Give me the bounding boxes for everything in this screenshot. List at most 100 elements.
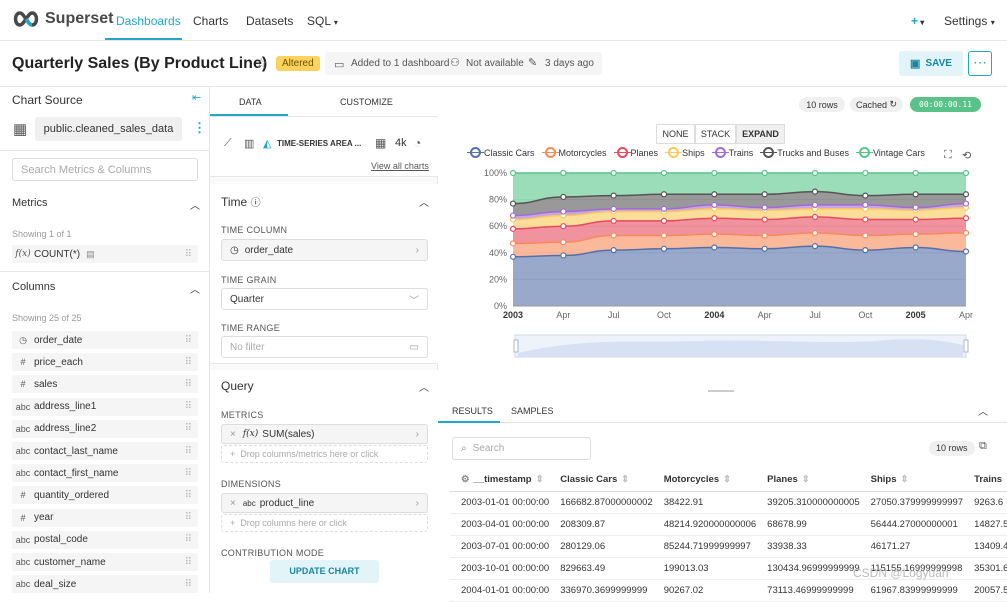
- collapse-panel-icon[interactable]: ⇤: [192, 92, 202, 104]
- table-icon[interactable]: ▦: [375, 136, 387, 150]
- data-point[interactable]: [610, 169, 617, 177]
- data-point[interactable]: [811, 169, 819, 177]
- drag-handle-icon[interactable]: ⠿: [184, 489, 192, 501]
- list-item[interactable]: abc address_line1 ⠿: [12, 397, 198, 416]
- chart-title[interactable]: Quarterly Sales (By Product Line): [12, 55, 268, 72]
- area-series-2[interactable]: [513, 216, 966, 244]
- remove-icon[interactable]: ×: [230, 428, 236, 440]
- save-button[interactable]: ▣ SAVE: [899, 51, 963, 76]
- gear-icon[interactable]: ⚙: [461, 474, 470, 486]
- metrics-section-title[interactable]: Metrics: [12, 197, 48, 209]
- added-to-dashboard[interactable]: Added to 1 dashboard: [351, 58, 450, 69]
- drag-handle-icon[interactable]: ⠿: [184, 248, 192, 260]
- chevron-up-icon[interactable]: ︿: [419, 198, 429, 209]
- data-point[interactable]: [711, 191, 718, 198]
- list-item[interactable]: # sales ⠿: [12, 375, 198, 394]
- zoom-slider-right-handle[interactable]: [963, 339, 969, 353]
- zoom-icon[interactable]: ⛶: [944, 149, 952, 161]
- area-chart-icon[interactable]: ◭: [263, 138, 272, 150]
- nav-sql[interactable]: SQL ▾: [307, 14, 338, 28]
- table-row[interactable]: 2003-07-01 00:00:00 280129.06 85244.719999…: [450, 535, 1007, 558]
- data-point[interactable]: [660, 169, 668, 177]
- data-point[interactable]: [862, 192, 869, 199]
- legend-item[interactable]: Vintage Cars: [855, 147, 925, 158]
- data-point[interactable]: [509, 225, 517, 232]
- mode-expand-button[interactable]: EXPAND: [736, 124, 785, 144]
- drag-handle-icon[interactable]: ⠿: [184, 401, 192, 413]
- resize-handle[interactable]: [708, 390, 734, 392]
- column-header[interactable]: Classic Cars ⇕: [549, 469, 653, 492]
- data-point[interactable]: [811, 229, 819, 236]
- drag-handle-icon[interactable]: ⠿: [184, 467, 192, 479]
- data-point[interactable]: [962, 248, 970, 255]
- data-point[interactable]: [660, 205, 668, 213]
- tab-results[interactable]: RESULTS: [452, 406, 493, 416]
- data-point[interactable]: [912, 231, 919, 238]
- cached-badge[interactable]: Cached ↻: [850, 97, 903, 112]
- data-point[interactable]: [509, 169, 517, 177]
- metric-pill[interactable]: × f(x) SUM(sales) ›: [221, 424, 428, 444]
- dimensions-drop-zone[interactable]: + Drop columns here or click: [221, 514, 428, 532]
- data-point[interactable]: [610, 247, 617, 254]
- list-item[interactable]: f(x) COUNT(*) ▤ ⠿: [12, 245, 198, 263]
- dataset-name[interactable]: public.cleaned_sales_data: [35, 117, 182, 141]
- data-point[interactable]: [912, 244, 919, 251]
- zoom-slider-left-handle[interactable]: [513, 339, 519, 353]
- data-point[interactable]: [912, 191, 919, 198]
- data-point[interactable]: [560, 239, 567, 246]
- metrics-drop-zone[interactable]: + Drop columns/metrics here or click: [221, 445, 428, 463]
- list-item[interactable]: # quantity_ordered ⠿: [12, 486, 198, 505]
- zoom-reset-icon[interactable]: ⟲: [962, 150, 972, 162]
- data-point[interactable]: [660, 191, 668, 198]
- time-column-field[interactable]: ◷ order_date ›: [221, 239, 428, 261]
- data-point[interactable]: [610, 232, 617, 239]
- time-range-field[interactable]: No filter ▭: [221, 336, 428, 358]
- legend-item[interactable]: Classic Cars: [467, 147, 535, 158]
- data-point[interactable]: [610, 192, 617, 199]
- table-row[interactable]: 2004-01-01 00:00:00 336970.3699999999 9026…: [450, 579, 1007, 602]
- data-point[interactable]: [610, 205, 617, 213]
- data-point[interactable]: [962, 191, 970, 198]
- more-options-button[interactable]: ⋯: [968, 51, 992, 76]
- data-point[interactable]: [560, 252, 567, 259]
- data-point[interactable]: [862, 201, 869, 209]
- drag-handle-icon[interactable]: ⠿: [184, 445, 192, 457]
- data-point[interactable]: [711, 215, 718, 222]
- dimension-pill[interactable]: × abc product_line ›: [221, 493, 428, 513]
- data-point[interactable]: [560, 169, 567, 177]
- tab-samples[interactable]: SAMPLES: [511, 406, 554, 416]
- update-chart-button[interactable]: UPDATE CHART: [270, 560, 379, 583]
- list-item[interactable]: abc deal_size ⠿: [12, 575, 198, 594]
- list-item[interactable]: # price_each ⠿: [12, 353, 198, 372]
- legend-item[interactable]: Planes: [613, 147, 658, 158]
- nav-dashboards[interactable]: Dashboards: [116, 14, 181, 28]
- dataset-menu-icon[interactable]: ⋮: [193, 120, 206, 135]
- drag-handle-icon[interactable]: ⠿: [184, 378, 192, 390]
- drag-handle-icon[interactable]: ⠿: [184, 556, 192, 568]
- list-item[interactable]: abc contact_first_name ⠿: [12, 464, 198, 483]
- data-point[interactable]: [711, 244, 718, 251]
- plus-menu-button[interactable]: + ▾: [911, 14, 924, 28]
- drag-handle-icon[interactable]: ⠿: [184, 356, 192, 368]
- drag-handle-icon[interactable]: ⠿: [184, 578, 192, 590]
- chevron-up-icon[interactable]: ︿: [190, 201, 200, 212]
- data-point[interactable]: [509, 253, 517, 260]
- chevron-up-icon[interactable]: ︿: [419, 383, 429, 394]
- time-section-title[interactable]: Time ⓘ: [221, 194, 261, 209]
- chevron-up-icon[interactable]: ︿: [978, 407, 988, 418]
- data-point[interactable]: [811, 201, 819, 209]
- data-point[interactable]: [761, 169, 768, 177]
- mode-none-button[interactable]: NONE: [656, 124, 695, 144]
- search-metrics-columns-input[interactable]: Search Metrics & Columns: [12, 158, 198, 181]
- data-point[interactable]: [509, 240, 517, 247]
- area-series-6[interactable]: [513, 173, 966, 204]
- results-search-input[interactable]: ⌕ Search: [452, 437, 591, 460]
- tab-customize[interactable]: CUSTOMIZE: [340, 97, 393, 107]
- altered-badge[interactable]: Altered: [276, 56, 320, 71]
- chevron-up-icon[interactable]: ︿: [190, 285, 200, 296]
- drag-handle-icon[interactable]: ⠿: [184, 423, 192, 435]
- data-point[interactable]: [660, 232, 668, 239]
- data-point[interactable]: [962, 215, 970, 222]
- remove-icon[interactable]: ×: [230, 497, 236, 509]
- legend-item[interactable]: Ships: [665, 147, 705, 158]
